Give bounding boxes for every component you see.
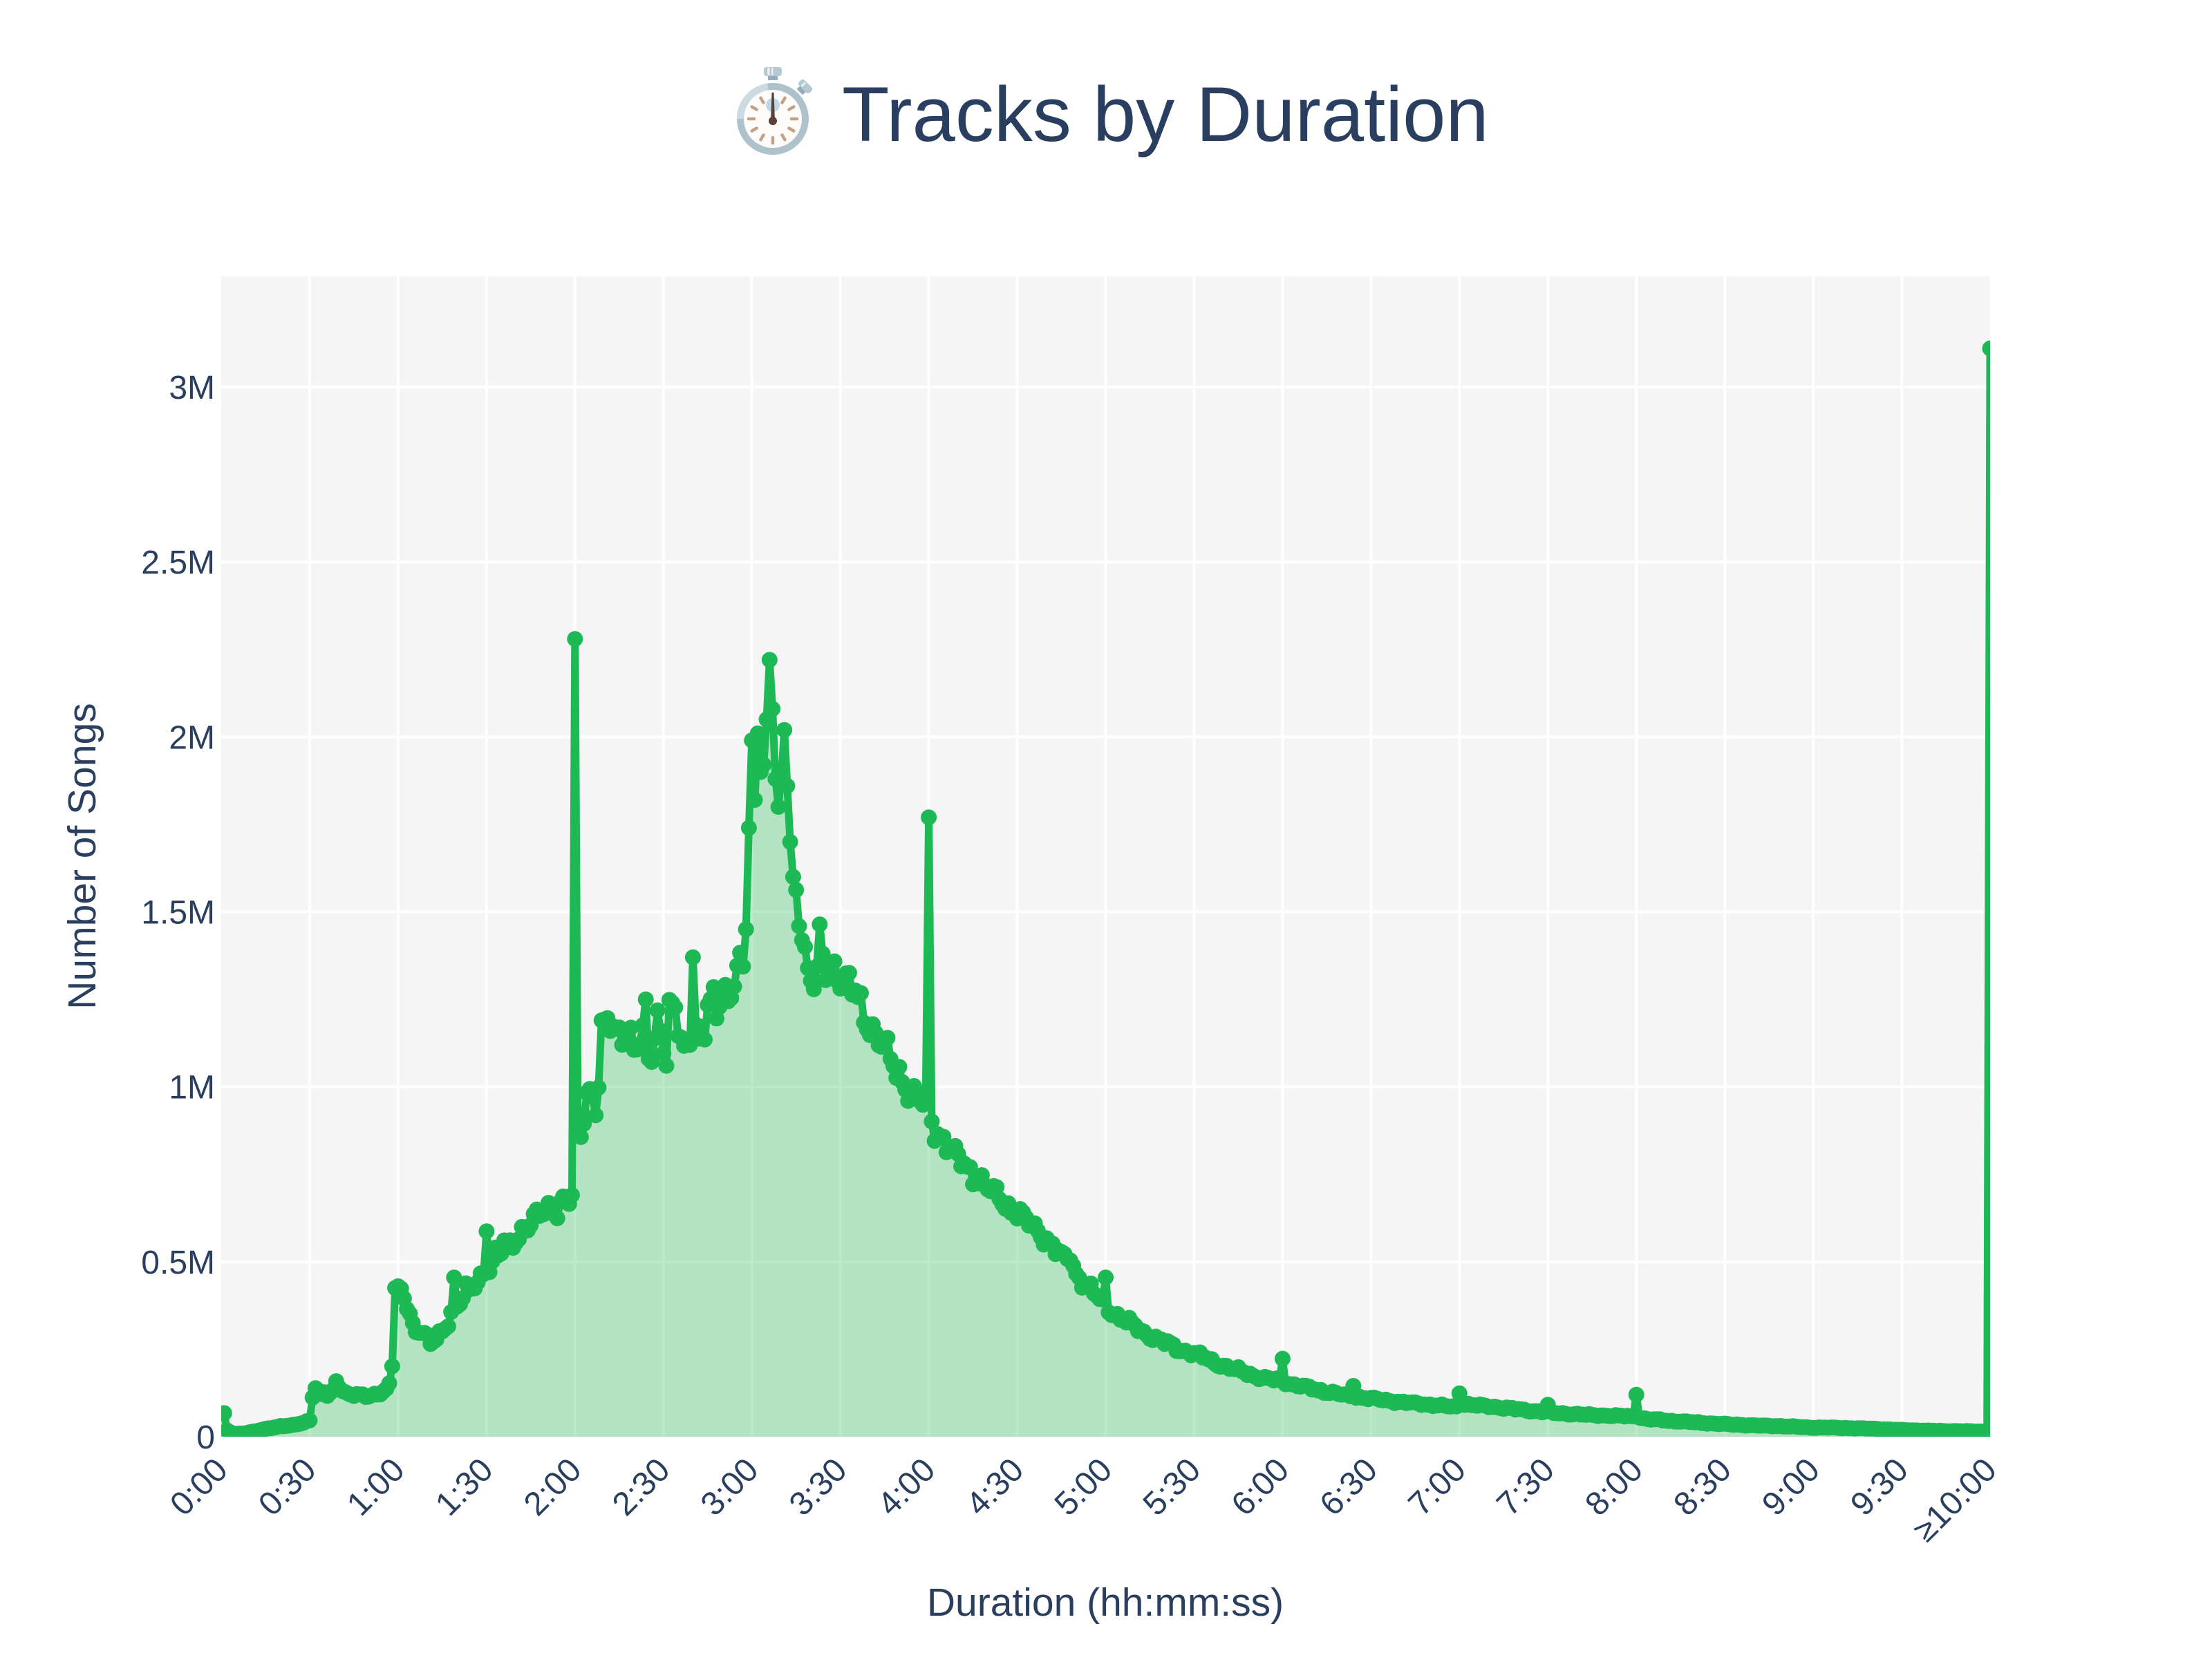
svg-text:0.5M: 0.5M [141, 1245, 215, 1281]
svg-text:1M: 1M [169, 1070, 215, 1106]
svg-text:Number of Songs: Number of Songs [60, 703, 104, 1010]
svg-text:1.5M: 1.5M [141, 895, 215, 932]
svg-text:0: 0 [196, 1419, 215, 1456]
svg-text:3M: 3M [169, 370, 215, 406]
svg-text:2.5M: 2.5M [141, 545, 215, 581]
svg-text:2M: 2M [169, 719, 215, 756]
svg-text:Duration (hh:mm:ss): Duration (hh:mm:ss) [927, 1580, 1284, 1625]
svg-text:Tracks by Duration: Tracks by Duration [842, 71, 1489, 158]
